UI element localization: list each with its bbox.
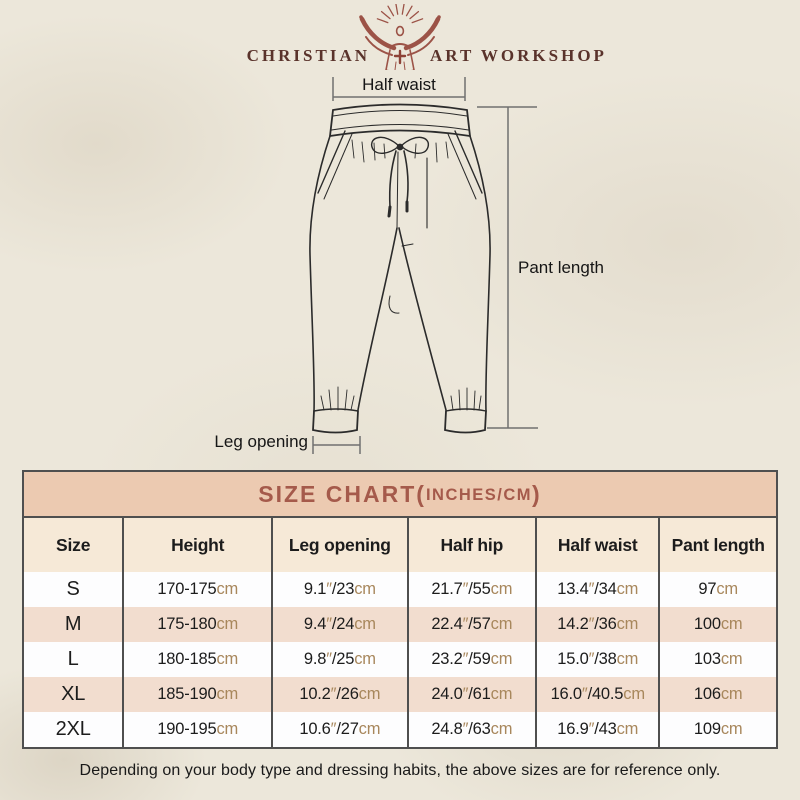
column-header-half-hip: Half hip <box>406 518 537 572</box>
pant-length-label: Pant length <box>518 258 604 277</box>
table-cell: 14.2″/36cm <box>535 607 660 642</box>
table-cell: 22.4″/57cm <box>406 607 537 642</box>
table-cell: 15.0″/38cm <box>535 642 660 677</box>
table-cell: 24.0″/61cm <box>406 677 537 712</box>
brand-name-left: CHRISTIAN <box>246 46 370 65</box>
table-cell: 185-190cm <box>122 677 273 712</box>
size-chart-title-close: ) <box>532 480 542 507</box>
column-header-half-waist: Half waist <box>535 518 660 572</box>
leg-opening-label: Leg opening <box>214 432 308 451</box>
table-cell: 13.4″/34cm <box>535 572 660 607</box>
pants-drawing <box>309 103 491 434</box>
size-chart-title-main: SIZE CHART( <box>258 480 426 507</box>
table-cell: 10.2″/26cm <box>271 677 408 712</box>
size-cell: M <box>64 613 82 635</box>
column-header-row: Size Height Leg opening Half hip Half waist P… <box>24 518 776 572</box>
size-cell: L <box>67 648 79 670</box>
table-cell: 9.8″/25cm <box>271 642 408 677</box>
brand-name-right: ART WORKSHOP <box>430 46 607 65</box>
table-cell: 109cm <box>658 712 776 747</box>
measurement-lines <box>312 77 538 454</box>
table-cell: 103cm <box>658 642 776 677</box>
column-header-pant-length: Pant length <box>658 518 776 572</box>
column-header-size: Size <box>56 534 91 555</box>
jesus-rays-icon <box>359 4 441 70</box>
size-cell: S <box>66 578 80 600</box>
table-row: XL 185-190cm 10.2″/26cm 24.0″/61cm 16.0″/40.… <box>24 677 776 712</box>
table-cell: 97cm <box>658 572 776 607</box>
half-waist-label: Half waist <box>362 75 436 94</box>
size-chart-title-units: INCHES/CM <box>425 486 533 504</box>
size-chart-title: SIZE CHART(INCHES/CM) <box>24 472 776 518</box>
table-cell: 24.8″/63cm <box>406 712 537 747</box>
column-header-height: Height <box>122 518 273 572</box>
size-chart: SIZE CHART(INCHES/CM) Size Height Leg open… <box>22 470 778 749</box>
table-cell: 170-175cm <box>122 572 273 607</box>
table-row: 2XL 190-195cm 10.6″/27cm 24.8″/63cm 16.9″/43… <box>24 712 776 747</box>
table-cell: 9.1″/23cm <box>271 572 408 607</box>
table-cell: 21.7″/55cm <box>406 572 537 607</box>
table-cell: 16.0″/40.5cm <box>535 677 660 712</box>
table-cell: 175-180cm <box>122 607 273 642</box>
table-cell: 190-195cm <box>122 712 273 747</box>
size-cell: 2XL <box>55 718 91 740</box>
table-cell: 16.9″/43cm <box>535 712 660 747</box>
table-cell: 10.6″/27cm <box>271 712 408 747</box>
size-cell: XL <box>61 683 86 705</box>
size-chart-table: Size Height Leg opening Half hip Half waist P… <box>24 518 776 747</box>
table-row: L 180-185cm 9.8″/25cm 23.2″/59cm 15.0″/38cm 1… <box>24 642 776 677</box>
footer-note: Depending on your body type and dressing… <box>79 762 721 779</box>
table-cell: 100cm <box>658 607 776 642</box>
pants-diagram: Half waist Pant length Leg opening <box>214 75 604 454</box>
column-header-leg-opening: Leg opening <box>271 518 408 572</box>
table-cell: 180-185cm <box>122 642 273 677</box>
table-cell: 23.2″/59cm <box>406 642 537 677</box>
table-cell: 9.4″/24cm <box>271 607 408 642</box>
table-row: S 170-175cm 9.1″/23cm 21.7″/55cm 13.4″/34cm 9… <box>24 572 776 607</box>
table-cell: 106cm <box>658 677 776 712</box>
table-row: M 175-180cm 9.4″/24cm 22.4″/57cm 14.2″/36cm 1… <box>24 607 776 642</box>
